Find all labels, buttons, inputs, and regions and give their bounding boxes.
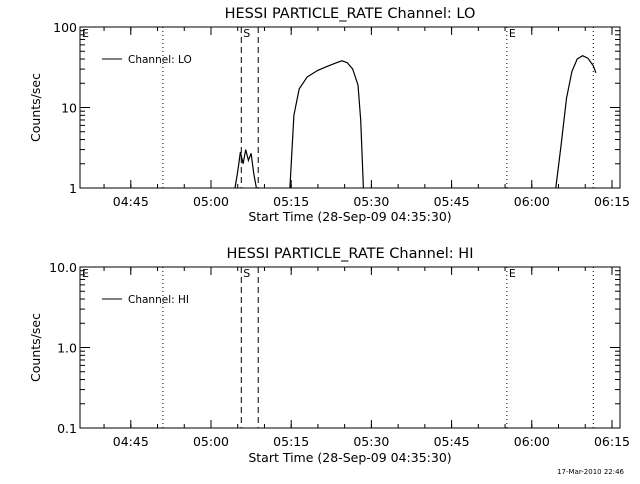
plot-frame [79,26,621,189]
x-axis-label: Start Time (28-Sep-09 04:35:30) [248,209,451,224]
y-tick-label: 1 [69,181,77,196]
y-tick-label: 1.0 [57,341,77,356]
x-tick-label: 05:00 [193,194,229,209]
x-tick-label: 05:45 [434,434,470,449]
x-tick-label: 05:15 [273,194,309,209]
event-marker-label: E [509,267,516,280]
event-marker-label: S [243,267,250,280]
x-tick-label: 05:30 [353,194,389,209]
series-line [234,149,257,189]
chart-panel-2: HESSI PARTICLE_RATE Channel: HI Start Tim… [28,246,630,465]
x-tick-label: 04:45 [113,434,149,449]
y-tick-label: 100 [53,20,77,35]
y-tick-label: 10 [61,101,77,116]
x-tick-label: 05:45 [434,194,470,209]
legend-label: Channel: HI [128,294,189,306]
x-tick-label: 04:45 [113,194,149,209]
x-axis-label: Start Time (28-Sep-09 04:35:30) [248,450,451,465]
series-line [555,55,597,189]
x-tick-label: 06:15 [594,194,630,209]
footer-timestamp: 17-Mar-2010 22:46 [557,468,624,476]
x-tick-label: 06:15 [594,434,630,449]
y-axis-label: Counts/sec [28,313,43,382]
plot-frame [79,266,621,429]
chart-title: HESSI PARTICLE_RATE Channel: HI [227,246,474,262]
y-tick-label: 0.1 [57,421,77,436]
chart-title: HESSI PARTICLE_RATE Channel: LO [225,6,476,22]
y-axis-label: Counts/sec [28,73,43,142]
x-tick-label: 05:00 [193,434,229,449]
series-line [289,60,364,189]
event-marker-label: E [509,27,516,40]
legend-label: Channel: LO [128,54,192,66]
event-marker-label: S [243,27,250,40]
x-tick-label: 05:30 [353,434,389,449]
x-tick-label: 06:00 [514,434,550,449]
event-marker-label: E [82,267,89,280]
x-tick-label: 05:15 [273,434,309,449]
event-marker-label: E [82,27,89,40]
x-tick-label: 06:00 [514,194,550,209]
chart-panel-1: HESSI PARTICLE_RATE Channel: LO Start Tim… [28,6,630,224]
y-tick-label: 10.0 [49,260,77,275]
